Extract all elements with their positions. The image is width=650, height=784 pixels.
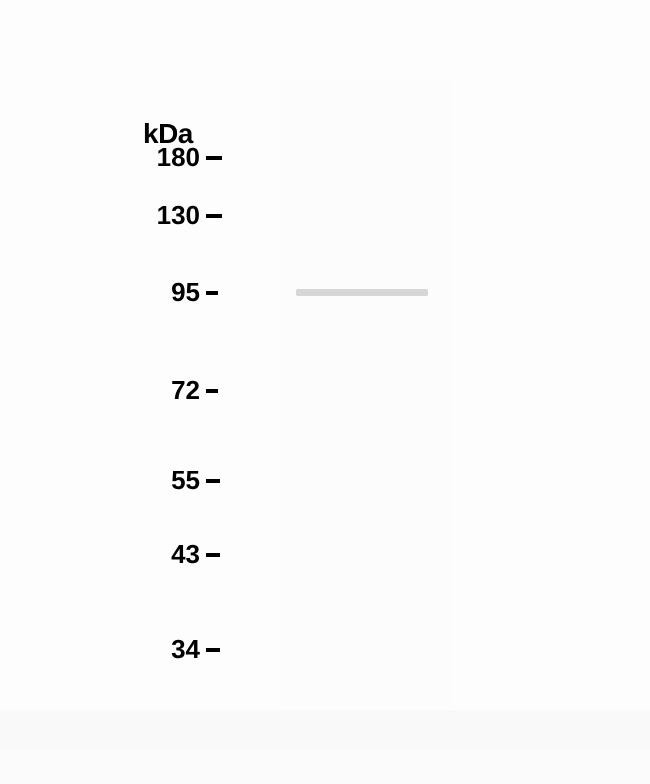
marker-tick-180 xyxy=(206,156,222,160)
noise-stripe-1 xyxy=(0,750,650,784)
marker-34: 34 xyxy=(140,634,220,665)
marker-label-34: 34 xyxy=(140,634,200,665)
marker-tick-43 xyxy=(206,553,220,557)
marker-tick-130 xyxy=(206,214,222,218)
marker-label-72: 72 xyxy=(140,375,200,406)
marker-tick-34 xyxy=(206,648,220,652)
marker-tick-72 xyxy=(206,389,218,393)
marker-label-95: 95 xyxy=(140,277,200,308)
marker-label-55: 55 xyxy=(140,465,200,496)
marker-label-180: 180 xyxy=(140,142,200,173)
marker-tick-95 xyxy=(206,291,218,295)
marker-tick-55 xyxy=(206,479,220,483)
marker-180: 180 xyxy=(140,142,222,173)
marker-label-43: 43 xyxy=(140,539,200,570)
western-blot-image: kDa 1801309572554334 xyxy=(0,0,650,784)
marker-72: 72 xyxy=(140,375,218,406)
noise-stripe-0 xyxy=(0,710,650,750)
marker-label-130: 130 xyxy=(140,200,200,231)
band-95kda xyxy=(296,289,428,296)
marker-55: 55 xyxy=(140,465,220,496)
marker-130: 130 xyxy=(140,200,222,231)
marker-95: 95 xyxy=(140,277,218,308)
marker-43: 43 xyxy=(140,539,220,570)
lane-background xyxy=(280,80,450,720)
